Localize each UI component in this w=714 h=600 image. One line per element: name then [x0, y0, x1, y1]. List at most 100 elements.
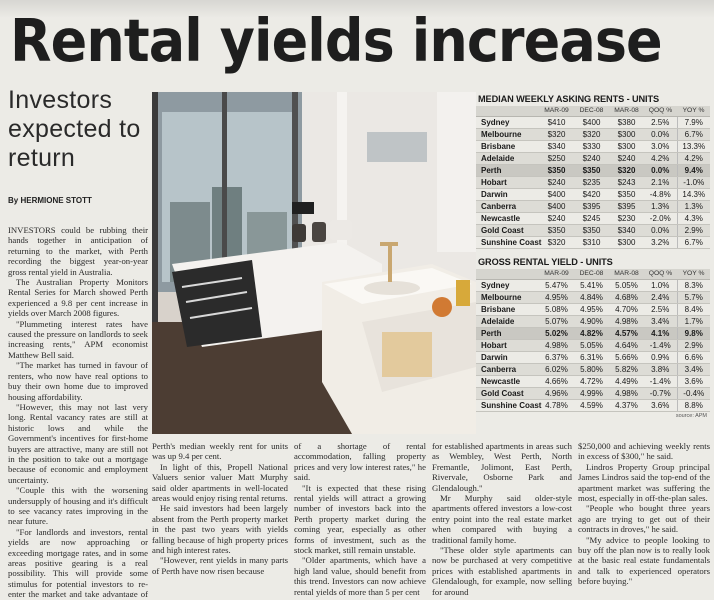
- article-paragraph: The Australian Property Monitors Rental …: [8, 277, 148, 319]
- value-cell: 5.82%: [609, 363, 644, 376]
- value-cell: -1.4%: [644, 339, 677, 352]
- bedroom-bathroom-illustration: [152, 92, 476, 434]
- article-column-5: $250,000 and achieving weekly rents in e…: [578, 441, 710, 598]
- value-cell: 2.9%: [676, 224, 710, 237]
- value-cell: 5.7%: [676, 291, 710, 304]
- value-cell: 3.4%: [676, 363, 710, 376]
- table-row: Gold Coast $350 $350 $340 0.0% 2.9%: [476, 224, 710, 237]
- value-cell: 0.0%: [644, 128, 677, 141]
- value-cell: 9.8%: [676, 327, 710, 340]
- table-row: Sunshine Coast $320 $310 $300 3.2% 6.7%: [476, 236, 710, 249]
- value-cell: 4.90%: [574, 315, 609, 328]
- article-column-4: for established apartments in areas such…: [432, 441, 572, 598]
- article-paragraph: "Couple this with the worsening undersup…: [8, 485, 148, 527]
- value-cell: $250: [539, 152, 574, 165]
- value-cell: $245: [574, 212, 609, 225]
- value-cell: $240: [539, 176, 574, 189]
- city-cell: Gold Coast: [476, 224, 539, 237]
- value-cell: 4.98%: [609, 315, 644, 328]
- article-paragraph: for established apartments in areas such…: [432, 441, 572, 493]
- value-cell: 6.37%: [539, 351, 574, 364]
- value-cell: $380: [609, 116, 644, 129]
- byline: By HERMIONE STOTT: [8, 196, 92, 205]
- article-paragraph: "For landlords and investors, rental yie…: [8, 526, 148, 597]
- table-row: Hobart 4.98% 5.05% 4.64% -1.4% 2.9%: [476, 339, 710, 352]
- city-cell: Sunshine Coast: [476, 399, 541, 412]
- value-cell: $340: [539, 140, 574, 153]
- value-cell: $320: [609, 164, 644, 177]
- value-cell: $400: [539, 188, 574, 201]
- value-cell: 6.02%: [539, 363, 574, 376]
- value-cell: 2.5%: [644, 303, 677, 316]
- apartment-photo: [152, 92, 476, 434]
- value-cell: 4.82%: [574, 327, 609, 340]
- column-header: MAR-09: [539, 269, 574, 280]
- value-cell: 4.2%: [644, 152, 677, 165]
- table-row: Newcastle 4.66% 4.72% 4.49% -1.4% 3.6%: [476, 375, 710, 388]
- value-cell: 6.6%: [676, 351, 710, 364]
- value-cell: 0.9%: [644, 351, 677, 364]
- city-cell: Canberra: [476, 200, 539, 213]
- value-cell: 5.66%: [609, 351, 644, 364]
- table-row: Perth 5.02% 4.82% 4.57% 4.1% 9.8%: [476, 327, 710, 340]
- article-paragraph: In light of this, Propell National Value…: [152, 461, 288, 504]
- city-cell: Melbourne: [476, 128, 539, 141]
- value-cell: 4.37%: [609, 399, 644, 412]
- city-cell: Hobart: [476, 339, 539, 352]
- headline: Rental yields increase: [10, 6, 663, 75]
- value-cell: 1.3%: [676, 200, 710, 213]
- article-paragraph: "It is expected that these rising rental…: [294, 482, 426, 556]
- column-header: DEC-08: [574, 106, 609, 117]
- value-cell: -4.8%: [644, 188, 677, 201]
- value-cell: $420: [574, 188, 609, 201]
- city-cell: Hobart: [476, 176, 539, 189]
- column-header: QOQ %: [644, 106, 677, 117]
- value-cell: 4.98%: [539, 339, 574, 352]
- value-cell: 4.70%: [609, 303, 644, 316]
- value-cell: 1.3%: [644, 200, 677, 213]
- value-cell: 3.4%: [644, 315, 677, 328]
- city-cell: Newcastle: [476, 212, 539, 225]
- value-cell: $300: [609, 140, 644, 153]
- value-cell: 9.4%: [676, 164, 710, 177]
- value-cell: 6.31%: [574, 351, 609, 364]
- table-row: Canberra 6.02% 5.80% 5.82% 3.8% 3.4%: [476, 363, 710, 376]
- value-cell: 6.7%: [676, 236, 710, 249]
- city-cell: Newcastle: [476, 375, 539, 388]
- value-cell: 6.7%: [676, 128, 710, 141]
- table-row: Sydney $410 $400 $380 2.5% 7.9%: [476, 116, 710, 129]
- yields-table: MAR-09 DEC-08 MAR-08 QOQ % YOY % Sydney 5.47%…: [476, 269, 710, 412]
- value-cell: $350: [574, 164, 609, 177]
- city-cell: Darwin: [476, 188, 539, 201]
- city-cell: Canberra: [476, 363, 539, 376]
- rents-table-title: MEDIAN WEEKLY ASKING RENTS - UNITS: [478, 94, 660, 104]
- column-header: [476, 269, 539, 280]
- city-cell: Melbourne: [476, 291, 539, 304]
- value-cell: 2.9%: [676, 339, 710, 352]
- value-cell: 0.0%: [644, 164, 677, 177]
- column-header: YOY %: [677, 106, 710, 117]
- article-paragraph: "Plummeting interest rates have caused t…: [8, 318, 148, 360]
- value-cell: 4.3%: [676, 212, 710, 225]
- value-cell: 7.9%: [676, 116, 710, 129]
- value-cell: 4.1%: [644, 327, 677, 340]
- table-row: Adelaide 5.07% 4.90% 4.98% 3.4% 1.7%: [476, 315, 710, 328]
- yields-table-title: GROSS RENTAL YIELD - UNITS: [478, 257, 613, 267]
- value-cell: -2.0%: [644, 212, 677, 225]
- city-cell: Sydney: [476, 116, 539, 129]
- table-row: Melbourne 4.95% 4.84% 4.68% 2.4% 5.7%: [476, 291, 710, 304]
- table-row: Newcastle $240 $245 $230 -2.0% 4.3%: [476, 212, 710, 225]
- table-row: Sunshine Coast 4.78% 4.59% 4.37% 3.6% 8.8%: [476, 399, 710, 412]
- value-cell: 4.78%: [539, 399, 574, 412]
- city-cell: Gold Coast: [476, 387, 539, 400]
- subheadline: Investors expected to return: [8, 86, 141, 172]
- table-source: source: APM: [675, 413, 707, 419]
- value-cell: $230: [609, 212, 644, 225]
- value-cell: -1.4%: [644, 375, 677, 388]
- table-row: Gold Coast 4.96% 4.99% 4.98% -0.7% -0.4%: [476, 387, 710, 400]
- value-cell: 4.49%: [609, 375, 644, 388]
- value-cell: 14.3%: [676, 188, 710, 201]
- value-cell: 8.3%: [676, 279, 710, 292]
- article-column-3: of a shortage of rental accommodation, f…: [294, 441, 426, 598]
